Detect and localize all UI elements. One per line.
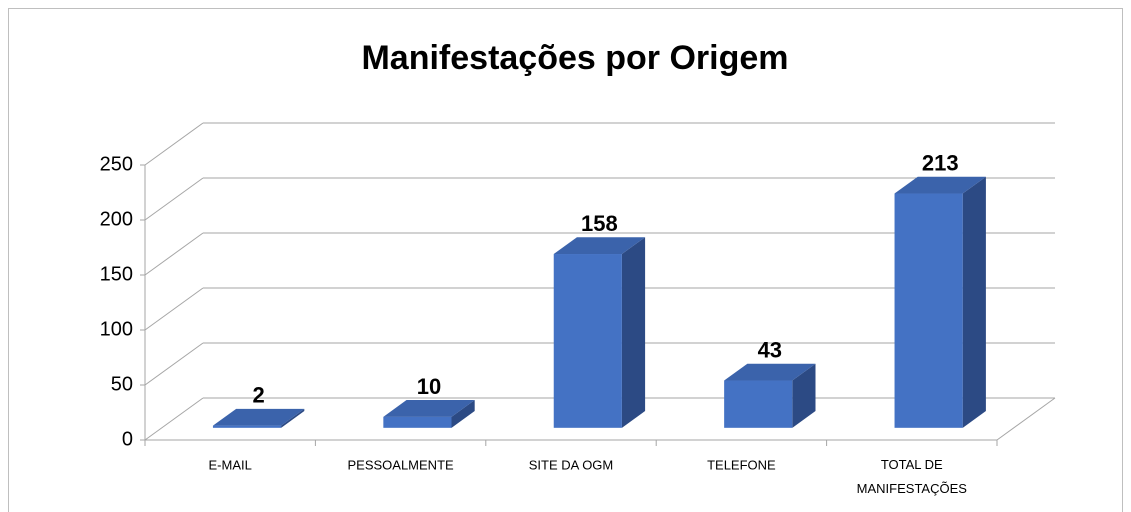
bar-front <box>383 416 452 428</box>
grid-line <box>144 177 204 221</box>
bar-top <box>553 237 646 255</box>
x-tick-label: SITE DA OGM <box>529 457 614 472</box>
bar-top <box>724 363 816 381</box>
y-tick-label: 250 <box>100 153 133 175</box>
chart-border <box>8 8 1123 512</box>
grid-line <box>144 342 204 386</box>
bar-front <box>212 425 282 428</box>
grid-line <box>144 232 204 276</box>
bar-front <box>894 193 963 428</box>
value-label: 43 <box>758 338 782 363</box>
y-tick-label: 0 <box>122 428 133 450</box>
y-tick-label: 50 <box>111 373 133 395</box>
bar <box>724 363 816 428</box>
x-tick-label: TELEFONE <box>707 457 776 472</box>
value-label: 213 <box>922 151 959 176</box>
bar <box>553 237 646 428</box>
value-label: 2 <box>252 383 264 408</box>
bar-top <box>212 408 305 426</box>
bar-top <box>383 400 475 417</box>
grid-line <box>144 122 204 166</box>
chart-title: Manifestações por Origem <box>361 39 788 77</box>
x-tick-label: PESSOALMENTE <box>347 457 454 472</box>
grid-line <box>144 287 204 331</box>
bar-side <box>792 363 816 428</box>
floor-edge <box>996 397 1056 441</box>
bar <box>212 408 305 428</box>
bar-side <box>621 237 646 428</box>
x-tick-label: TOTAL DE MANIFESTAÇÕES <box>857 457 968 496</box>
bar-front <box>724 380 793 428</box>
x-tick-label: E-MAIL <box>209 457 252 472</box>
bar-side <box>281 408 305 428</box>
y-tick-label: 100 <box>100 318 133 340</box>
bar <box>894 176 986 428</box>
value-label: 10 <box>417 374 441 399</box>
bar-side <box>962 176 986 428</box>
y-tick-label: 200 <box>100 208 133 230</box>
bar-side <box>451 400 475 428</box>
y-tick-label: 150 <box>100 263 133 285</box>
bar <box>383 400 475 428</box>
bar-front <box>553 254 622 428</box>
value-label: 158 <box>581 211 618 236</box>
bar-top <box>894 176 986 194</box>
grid-line <box>144 397 204 441</box>
